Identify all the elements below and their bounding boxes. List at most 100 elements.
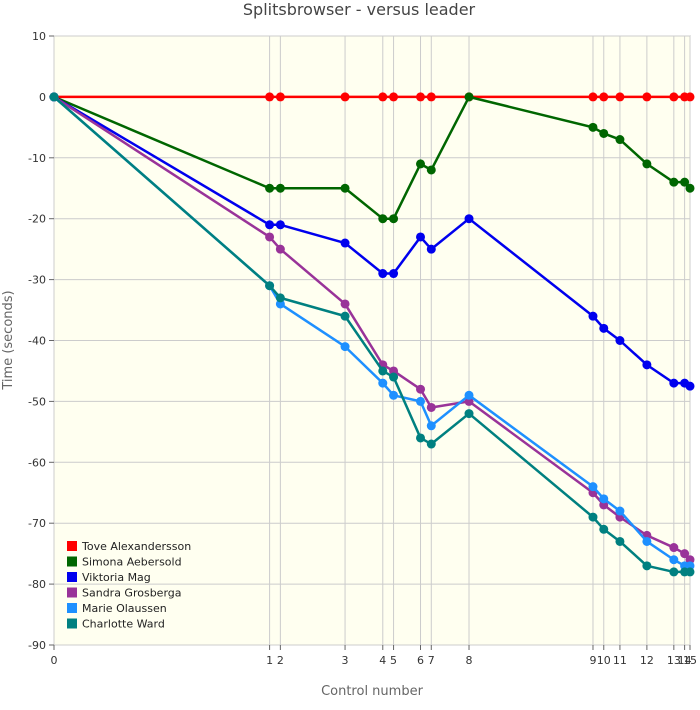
legend: Tove Alexandersson Simona Aebersold Viktor…	[67, 540, 191, 631]
data-point-simona-aebersold	[265, 183, 275, 193]
data-point-sandra-grosberga	[275, 244, 285, 254]
x-tick-label: 10	[597, 654, 611, 667]
data-point-charlotte-ward	[49, 92, 59, 102]
x-tick-label: 2	[277, 654, 284, 667]
x-tick-label: 14	[678, 654, 692, 667]
x-tick-label: 6	[417, 654, 424, 667]
x-tick-label: 9	[589, 654, 596, 667]
series-group	[49, 92, 695, 577]
legend-swatch	[67, 572, 77, 582]
data-point-simona-aebersold	[464, 92, 474, 102]
data-point-marie-olaussen	[378, 378, 388, 388]
data-point-viktoria-mag	[340, 238, 350, 248]
data-point-charlotte-ward	[464, 409, 474, 419]
data-point-simona-aebersold	[615, 135, 625, 145]
data-point-simona-aebersold	[599, 128, 609, 138]
data-point-simona-aebersold	[275, 183, 285, 193]
data-point-tove-alexandersson	[615, 92, 625, 102]
data-point-charlotte-ward	[378, 366, 388, 376]
data-point-tove-alexandersson	[389, 92, 399, 102]
legend-swatch	[67, 603, 77, 613]
legend-label: Sandra Grosberga	[82, 587, 182, 600]
y-tick-labels: 10 0 -10 -20 -30 -40 -50 -60 -70 -80 -90	[28, 30, 54, 652]
legend-label: Tove Alexandersson	[81, 540, 191, 553]
data-point-marie-olaussen	[426, 421, 436, 431]
data-point-marie-olaussen	[464, 390, 474, 400]
legend-label: Charlotte Ward	[82, 618, 165, 631]
data-point-tove-alexandersson	[669, 92, 679, 102]
x-tick-label: 13	[667, 654, 681, 667]
data-point-marie-olaussen	[642, 536, 652, 546]
data-point-simona-aebersold	[685, 183, 695, 193]
grid	[53, 35, 691, 646]
y-tick-label: -80	[28, 578, 46, 591]
data-point-marie-olaussen	[416, 396, 426, 406]
data-point-sandra-grosberga	[340, 299, 350, 309]
data-point-viktoria-mag	[416, 232, 426, 242]
x-tick-label: 7	[428, 654, 435, 667]
data-point-viktoria-mag	[669, 378, 679, 388]
data-point-charlotte-ward	[275, 293, 285, 303]
x-tick-label: 1	[266, 654, 273, 667]
data-point-marie-olaussen	[599, 494, 609, 504]
data-point-tove-alexandersson	[265, 92, 275, 102]
data-point-tove-alexandersson	[340, 92, 350, 102]
data-point-marie-olaussen	[669, 555, 679, 565]
data-point-tove-alexandersson	[416, 92, 426, 102]
data-point-charlotte-ward	[416, 433, 426, 443]
data-point-viktoria-mag	[389, 269, 399, 279]
data-point-charlotte-ward	[642, 561, 652, 571]
x-tick-label: 15	[683, 654, 697, 667]
data-point-viktoria-mag	[378, 269, 388, 279]
data-point-viktoria-mag	[599, 323, 609, 333]
legend-swatch	[67, 541, 77, 551]
data-point-tove-alexandersson	[588, 92, 598, 102]
y-tick-label: 0	[39, 91, 46, 104]
data-point-charlotte-ward	[615, 536, 625, 546]
data-point-sandra-grosberga	[416, 384, 426, 394]
series-line-sandra-grosberga	[53, 95, 691, 561]
data-point-charlotte-ward	[426, 439, 436, 449]
data-point-charlotte-ward	[599, 524, 609, 534]
y-tick-label: -40	[28, 335, 46, 348]
legend-swatch	[67, 618, 77, 629]
series-line-charlotte-ward	[53, 95, 690, 574]
data-point-charlotte-ward	[685, 567, 695, 577]
data-point-tove-alexandersson	[426, 92, 436, 102]
data-point-viktoria-mag	[275, 220, 285, 230]
y-axis-label: Time (seconds)	[1, 290, 16, 390]
data-point-charlotte-ward	[340, 311, 350, 321]
data-point-tove-alexandersson	[685, 92, 695, 102]
data-point-sandra-grosberga	[680, 549, 690, 559]
data-point-simona-aebersold	[378, 214, 388, 224]
data-point-tove-alexandersson	[378, 92, 388, 102]
x-tick-label: 4	[379, 654, 386, 667]
data-point-simona-aebersold	[416, 159, 426, 169]
data-point-simona-aebersold	[642, 159, 652, 169]
data-point-marie-olaussen	[389, 390, 399, 400]
data-point-sandra-grosberga	[426, 402, 436, 412]
y-tick-label: -60	[28, 456, 46, 469]
data-point-viktoria-mag	[464, 214, 474, 224]
y-tick-label: -10	[28, 152, 46, 165]
x-tick-label: 3	[342, 654, 349, 667]
data-point-charlotte-ward	[389, 372, 399, 382]
series-line-simona-aebersold	[53, 95, 691, 220]
chart-title: Splitsbrowser - versus leader	[243, 0, 476, 19]
y-tick-label: -90	[28, 639, 46, 652]
legend-swatch	[67, 587, 77, 598]
data-point-viktoria-mag	[642, 360, 652, 370]
data-point-tove-alexandersson	[275, 92, 285, 102]
legend-label: Viktoria Mag	[82, 571, 151, 584]
y-tick-label: -30	[28, 274, 46, 287]
y-tick-label: -70	[28, 517, 46, 530]
data-point-tove-alexandersson	[599, 92, 609, 102]
data-point-viktoria-mag	[588, 311, 598, 321]
data-point-viktoria-mag	[426, 244, 436, 254]
data-point-marie-olaussen	[615, 506, 625, 516]
data-point-marie-olaussen	[340, 342, 350, 352]
data-point-charlotte-ward	[669, 567, 679, 577]
x-tick-label: 12	[640, 654, 654, 667]
